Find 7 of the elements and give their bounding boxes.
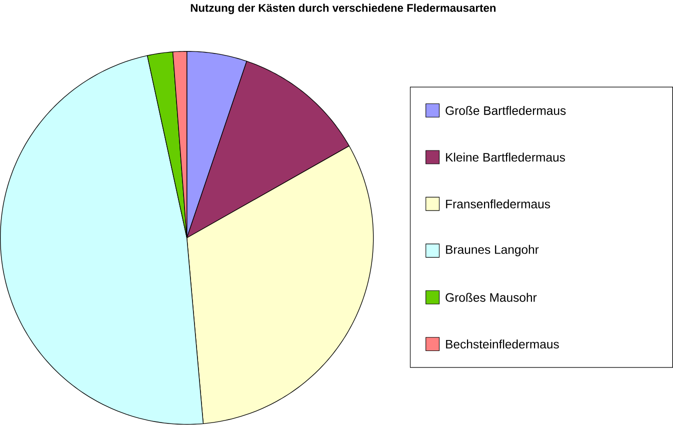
legend-label: Kleine Bartfledermaus	[446, 152, 565, 162]
legend-label: Großes Mausohr	[446, 292, 537, 302]
legend-label: Braunes Langohr	[446, 245, 539, 256]
chart-title: Nutzung der Kästen durch verschiedene Fledermausarten	[190, 4, 496, 14]
legend-label: Fransenfledermaus	[446, 200, 550, 209]
legend-label: Bechsteinfledermaus	[446, 340, 559, 349]
legend-label: Große Bartfledermaus	[446, 106, 566, 116]
